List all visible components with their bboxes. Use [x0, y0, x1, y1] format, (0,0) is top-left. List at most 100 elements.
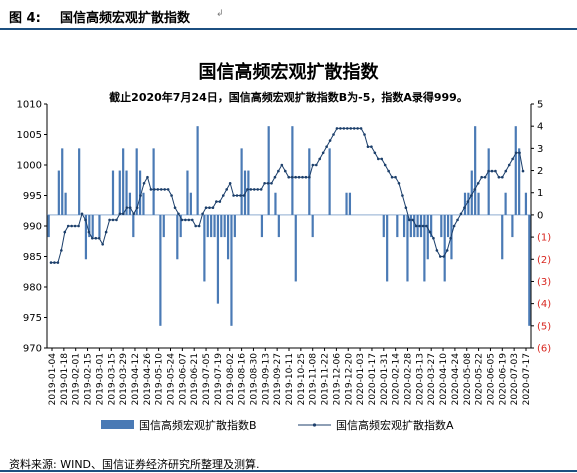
series-a-point — [411, 218, 415, 222]
series-a-point — [135, 206, 139, 209]
paragraph-mark: ↲ — [216, 9, 224, 19]
series-a-point — [483, 175, 487, 179]
chart-subtitle: 截止2020年7月24日，国信高频宏观扩散指数B为-5，指数A录得999。 — [109, 91, 468, 104]
source-note: 资料来源: WIND、国信证券经济研究所整理及测算. — [9, 458, 260, 471]
series-a-point — [473, 188, 477, 191]
series-a-point — [414, 224, 418, 228]
x-axis-tick-label: 2019-03-15 — [107, 353, 117, 405]
bar-mark — [426, 214, 429, 260]
series-a-point — [511, 157, 514, 161]
bar-mark — [98, 214, 101, 238]
bar-mark — [504, 192, 507, 215]
series-a-point — [383, 163, 387, 167]
figure-header: 图 4: 国信高频宏观扩散指数 ↲ — [0, 0, 577, 30]
series-a-point — [70, 224, 73, 228]
series-a-point — [366, 145, 370, 148]
bar-mark — [233, 214, 236, 238]
series-a-point — [104, 230, 108, 234]
x-axis-tick-label: 2019-03-29 — [119, 353, 129, 406]
series-a-point — [459, 212, 463, 216]
x-axis-tick-label: 2019-08-30 — [249, 353, 259, 406]
right-axis-tick-label: (5) — [537, 321, 551, 332]
x-axis-tick-label: 2020-06-19 — [498, 353, 508, 406]
series-a-point — [435, 249, 439, 252]
bar-mark — [413, 214, 416, 238]
series-a-point — [480, 175, 483, 179]
bar-mark — [216, 214, 220, 304]
legend-swatch-a-marker — [312, 423, 317, 427]
bar-mark — [247, 170, 250, 215]
x-axis-tick-label: 2019-10-11 — [285, 353, 295, 405]
bar-mark — [78, 148, 81, 215]
bar-mark — [64, 192, 67, 215]
x-axis-tick-label: 2019-07-05 — [202, 353, 212, 405]
bar-mark — [179, 214, 182, 238]
bar-mark — [487, 148, 490, 215]
series-a-point — [363, 133, 366, 136]
series-a-point — [190, 218, 194, 222]
right-axis-tick-label: (1) — [537, 233, 551, 244]
series-a-point — [232, 194, 235, 197]
legend-label-b: 国信高频宏观扩散指数B — [139, 418, 257, 432]
x-axis-tick-label: 2020-02-28 — [404, 353, 414, 406]
x-axis-tick-label: 2020-03-13 — [415, 353, 425, 405]
series-a-point — [273, 175, 277, 179]
legend-label-a: 国信高频宏观扩散指数A — [336, 418, 454, 432]
x-axis-tick-label: 2019-02-01 — [72, 353, 82, 405]
series-a-point — [349, 127, 353, 130]
x-axis-tick-label: 2020-01-31 — [380, 353, 390, 405]
x-axis-tick-label: 2020-01-17 — [368, 353, 378, 405]
left-axis-tick-label: 1010 — [17, 100, 42, 111]
x-axis-tick-label: 2019-12-06 — [332, 353, 342, 406]
series-a-point — [166, 188, 170, 191]
bar-mark — [162, 214, 165, 238]
series-a-point — [118, 212, 122, 216]
series-a-point — [470, 194, 473, 197]
series-a-point — [342, 127, 346, 130]
bar-mark — [132, 214, 135, 238]
series-a-point — [194, 224, 198, 228]
bar-mark — [267, 126, 270, 215]
series-a-point — [163, 188, 166, 191]
x-axis-tick-label: 2019-05-10 — [155, 353, 165, 406]
series-a-point — [439, 255, 442, 258]
bar-mark — [210, 214, 213, 238]
series-a-point — [507, 163, 511, 167]
series-a-point — [270, 182, 273, 185]
series-a-point — [111, 218, 115, 222]
x-axis-tick-label: 2019-07-19 — [214, 353, 224, 406]
series-a-point — [408, 218, 411, 222]
series-a-point — [197, 224, 201, 228]
bar-mark — [223, 214, 226, 238]
bar-mark — [88, 214, 91, 238]
right-axis-tick-label: (6) — [537, 344, 551, 355]
series-a-point — [514, 151, 518, 155]
series-a-point — [328, 139, 332, 142]
figure-title: 国信高频宏观扩散指数 — [60, 11, 191, 26]
series-a-point — [335, 127, 339, 130]
series-a-point — [497, 175, 501, 179]
bar-mark — [328, 148, 331, 215]
bar-mark — [220, 214, 223, 238]
bar-mark — [463, 192, 467, 215]
series-a-point — [218, 200, 222, 203]
x-axis-tick-label: 2020-01-03 — [356, 353, 366, 405]
bar-mark — [345, 192, 348, 215]
series-a-point — [259, 188, 263, 191]
x-axis-tick-label: 2020-06-05 — [486, 353, 496, 405]
series-a-point — [294, 175, 297, 179]
bar-mark — [348, 192, 352, 215]
series-a-point — [311, 163, 315, 167]
series-a-point — [321, 151, 325, 155]
series-a-point — [487, 169, 490, 173]
bar-mark — [311, 214, 314, 238]
series-a-point — [318, 157, 322, 161]
series-a-point — [242, 194, 246, 197]
bar-mark — [528, 214, 531, 326]
series-a-point — [252, 188, 256, 191]
series-a-point — [332, 133, 335, 136]
series-a-point — [376, 157, 380, 161]
series-a-point — [421, 224, 425, 228]
bar-mark — [189, 192, 192, 215]
right-axis-tick-label: (2) — [537, 255, 551, 266]
